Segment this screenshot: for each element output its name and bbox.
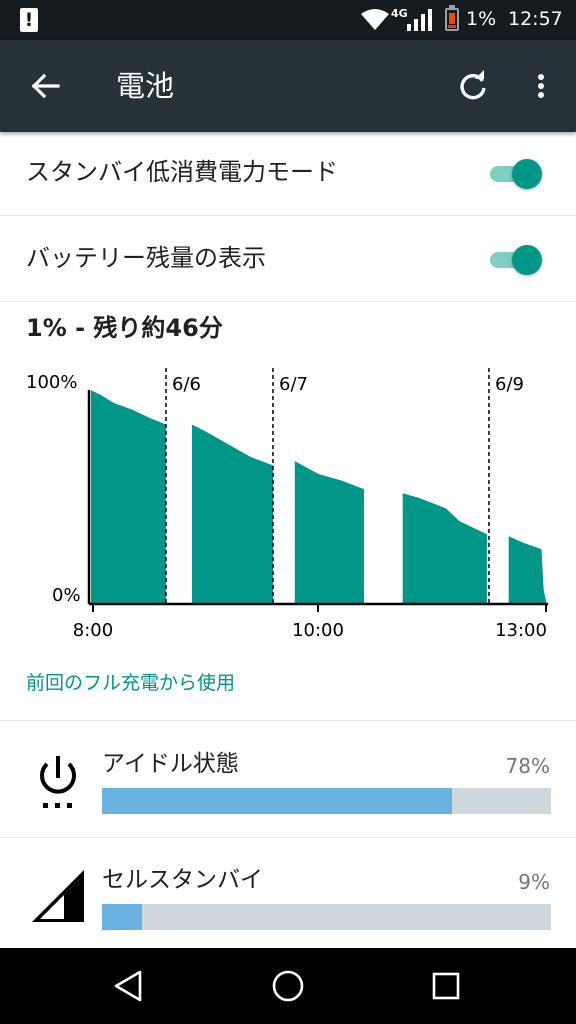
usage-progress-bar — [102, 788, 551, 814]
refresh-icon — [460, 70, 486, 100]
wifi-icon — [361, 9, 389, 30]
usage-progress-bar — [102, 904, 551, 930]
power-icon — [40, 756, 76, 808]
nav-back-icon — [114, 970, 142, 1002]
more-vert-icon — [538, 74, 544, 80]
setting-label: バッテリー残量の表示 — [26, 244, 266, 272]
usage-item-idle[interactable]: アイドル状態 78% — [0, 722, 576, 838]
battery-level-segment — [192, 424, 273, 603]
usage-percent: 78% — [505, 754, 550, 778]
more-options-button[interactable] — [521, 66, 561, 106]
usage-label: アイドル状態 — [102, 751, 239, 777]
alert-icon: ! — [20, 8, 38, 32]
usage-item-cell-standby[interactable]: セルスタンバイ 9% — [0, 838, 576, 954]
page-title: 電池 — [116, 69, 175, 103]
battery-level-segment — [294, 461, 364, 603]
battery-percent-switch[interactable] — [488, 242, 548, 276]
nav-home-icon — [272, 970, 304, 1002]
back-button[interactable] — [26, 66, 66, 106]
navigation-bar — [0, 948, 576, 1024]
refresh-button[interactable] — [453, 66, 493, 106]
divider — [0, 837, 576, 838]
usage-label: セルスタンバイ — [102, 867, 263, 893]
usage-progress-fill — [102, 904, 143, 930]
standby-power-saving-setting[interactable]: スタンバイ低消費電力モード — [0, 130, 576, 216]
battery-percent-setting[interactable]: バッテリー残量の表示 — [0, 216, 576, 302]
battery-percent: 1% — [466, 8, 497, 30]
nav-home-button[interactable] — [268, 966, 308, 1006]
battery-history-chart[interactable]: 100% 0% 6/6 6/7 6/9 8:00 10:00 13:00 — [0, 360, 576, 650]
y-tick-label: 0% — [52, 585, 81, 606]
cell-signal-icon — [32, 870, 84, 922]
nav-recents-icon — [432, 972, 460, 1000]
battery-summary: 1% - 残り約46分 — [26, 314, 223, 342]
usage-progress-fill — [102, 788, 453, 814]
date-marker-label: 6/6 — [172, 374, 201, 395]
nav-back-button[interactable] — [108, 968, 148, 1004]
battery-level-segment — [91, 390, 167, 603]
x-tick-label: 13:00 — [495, 620, 547, 641]
y-tick-label: 100% — [26, 372, 77, 393]
battery-level-segment — [508, 536, 546, 603]
status-bar: ! 4G 1% 12:57 — [0, 0, 576, 40]
setting-label: スタンバイ低消費電力モード — [26, 158, 338, 186]
clock: 12:57 — [508, 8, 563, 30]
usage-percent: 9% — [518, 870, 550, 894]
network-type-label: 4G — [391, 7, 408, 20]
date-marker-label: 6/7 — [279, 374, 308, 395]
standby-power-saving-switch[interactable] — [488, 156, 548, 190]
cell-signal-status-icon — [407, 9, 432, 31]
app-bar: 電池 — [0, 40, 576, 132]
usage-since-full-charge-link[interactable]: 前回のフル充電から使用 — [26, 672, 236, 694]
arrow-back-icon — [31, 73, 60, 99]
x-tick-label: 8:00 — [73, 620, 113, 641]
date-marker-label: 6/9 — [495, 374, 524, 395]
battery-level-segment — [402, 493, 487, 603]
battery-status-icon — [445, 5, 459, 31]
divider — [0, 720, 576, 721]
nav-recents-button[interactable] — [428, 968, 464, 1004]
x-tick-label: 10:00 — [292, 620, 344, 641]
